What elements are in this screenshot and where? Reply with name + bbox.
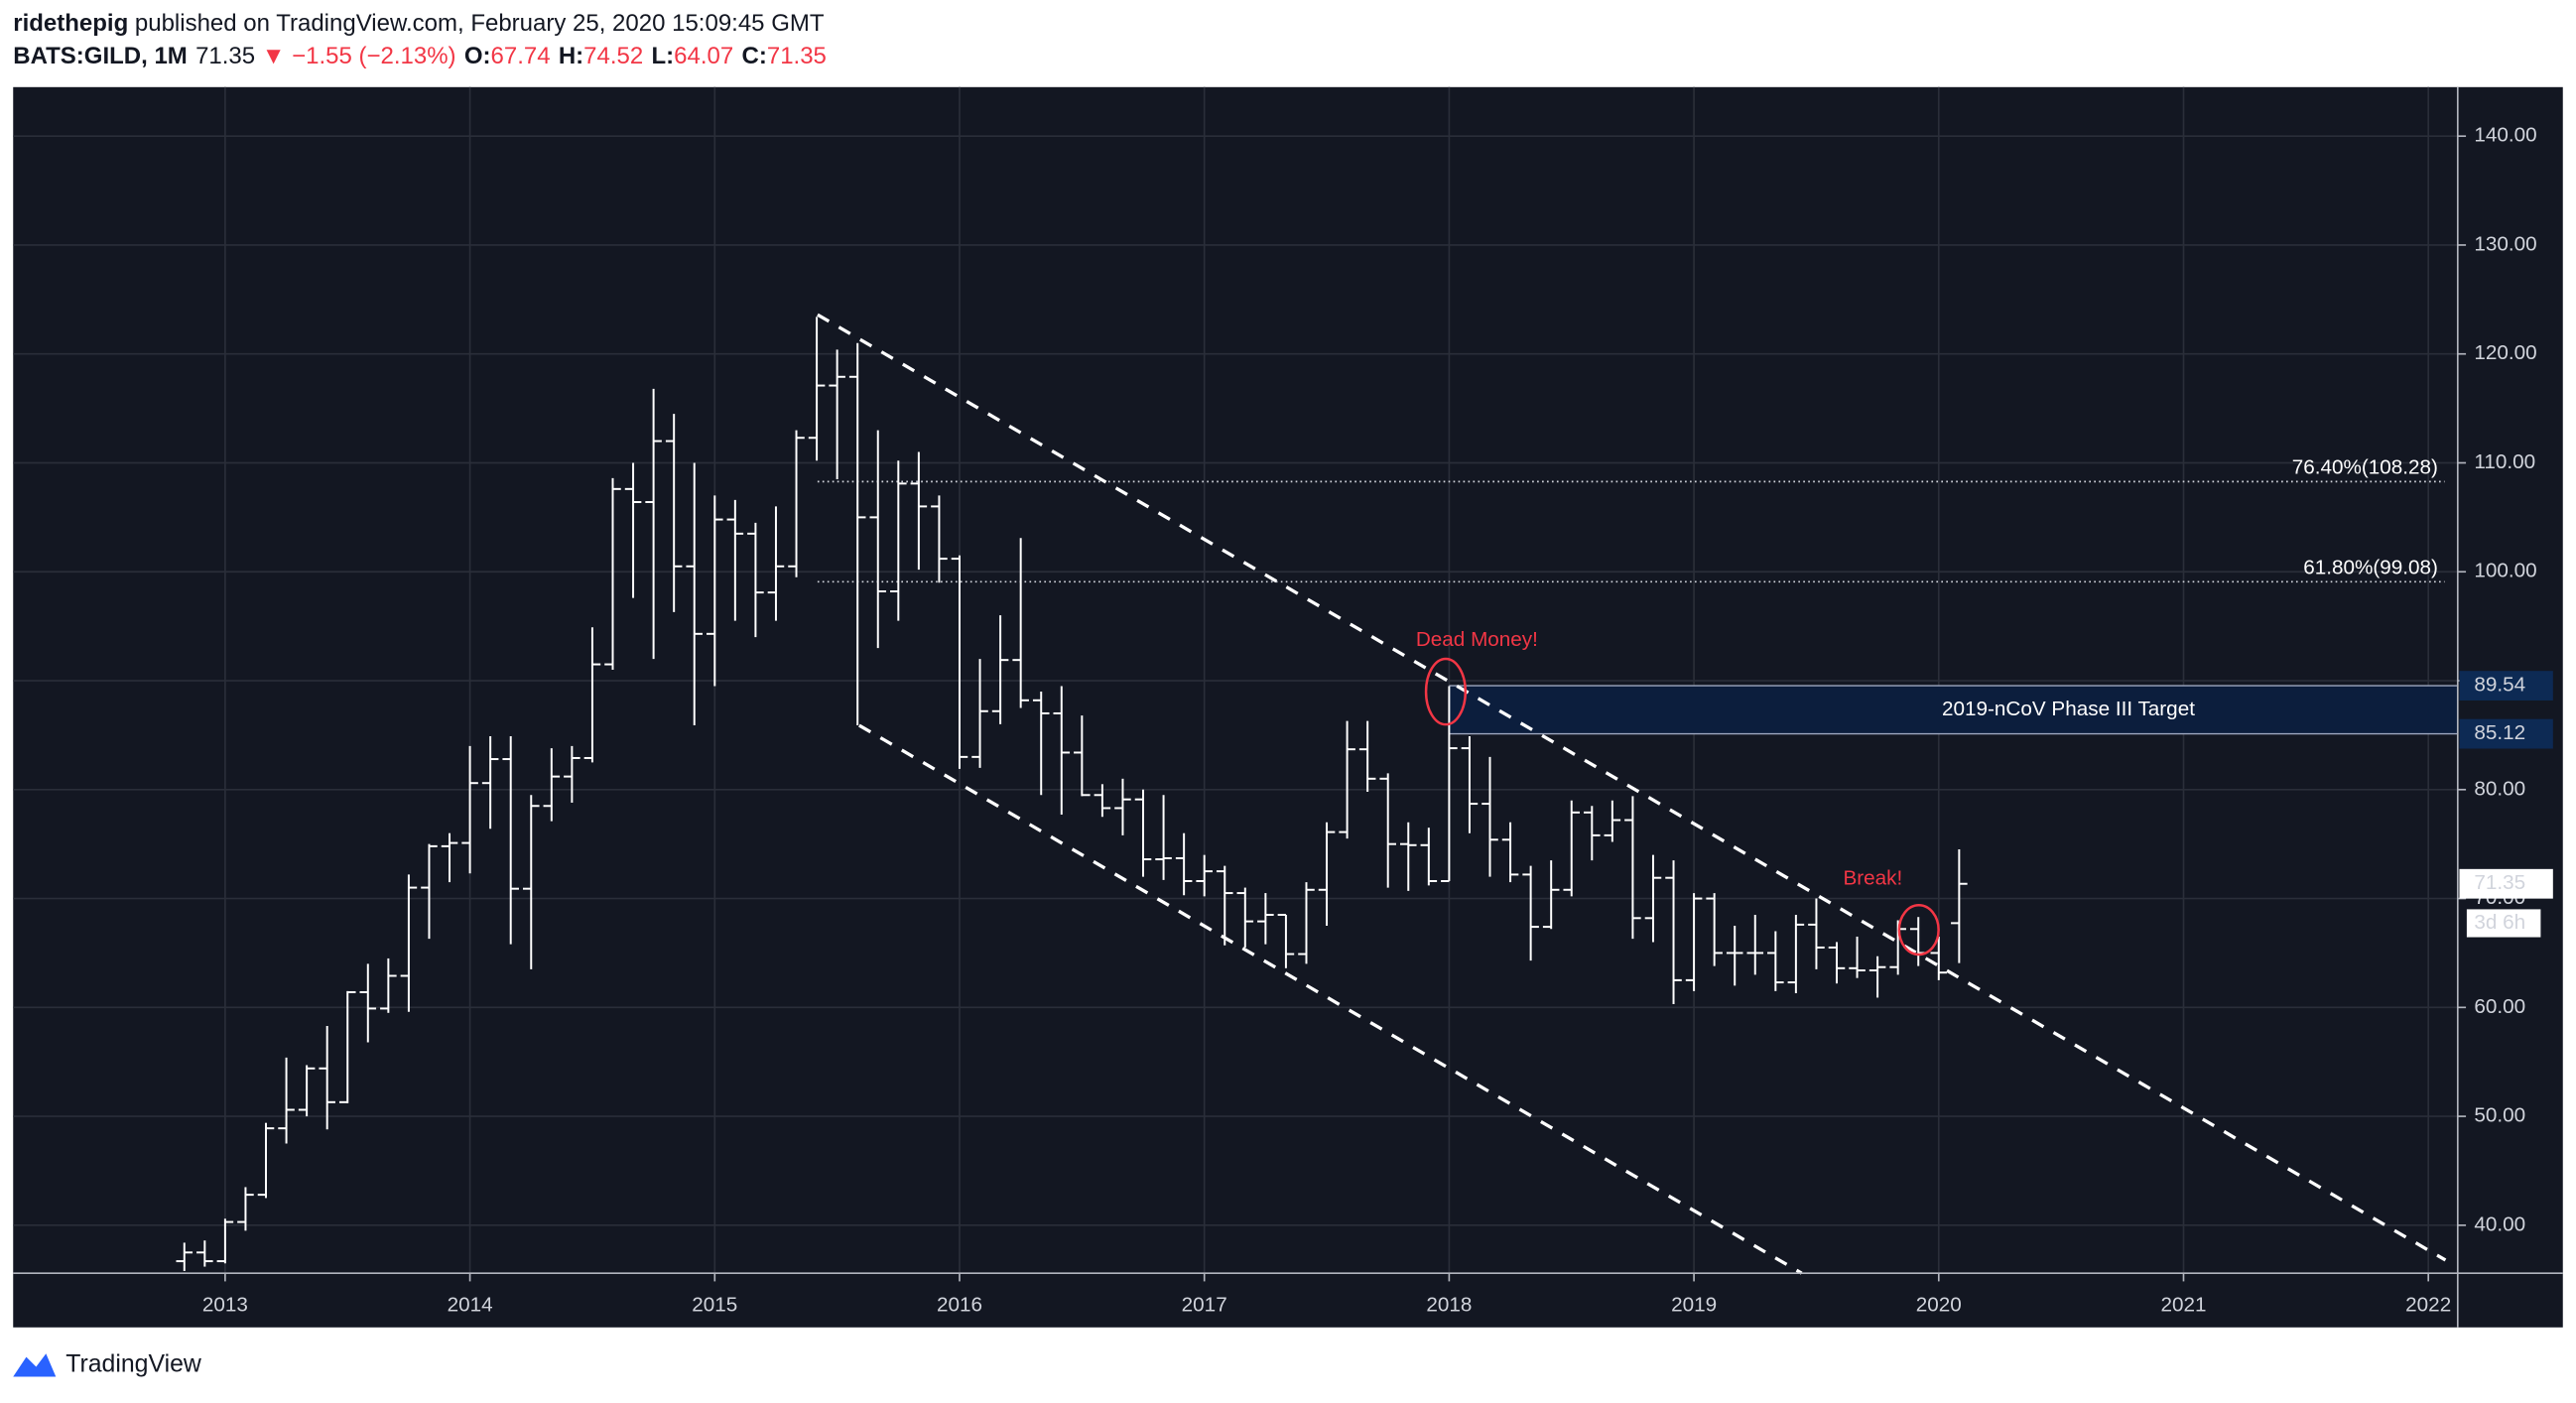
symbol: BATS:GILD, 1M bbox=[13, 43, 188, 69]
brand: TradingView bbox=[65, 1350, 201, 1377]
published: published on TradingView.com, February 2… bbox=[135, 10, 825, 37]
author: ridethepig bbox=[13, 10, 128, 37]
annotation-circle bbox=[1897, 904, 1940, 957]
x-tick-label: 2014 bbox=[448, 1294, 493, 1317]
grid bbox=[13, 86, 2458, 1274]
price-label: 89.54 bbox=[2474, 674, 2525, 697]
x-tick-label: 2015 bbox=[692, 1294, 737, 1317]
x-tick-label: 2021 bbox=[2160, 1294, 2206, 1317]
ohlc-value: 64.07 bbox=[674, 43, 733, 69]
y-tick-label: 60.00 bbox=[2474, 995, 2525, 1018]
down-arrow: ▼ bbox=[262, 43, 286, 69]
target-label: 2019-nCoV Phase III Target bbox=[1942, 698, 2195, 720]
price-label-box bbox=[2459, 718, 2553, 749]
x-tick-label: 2018 bbox=[1426, 1294, 1472, 1317]
axes: 40.0050.0060.0070.0080.0090.00100.00110.… bbox=[202, 124, 2553, 1317]
price-label-box bbox=[2459, 671, 2553, 701]
x-tick-label: 2019 bbox=[1671, 1294, 1717, 1317]
y-tick-label: 110.00 bbox=[2474, 450, 2535, 473]
y-tick-label: 40.00 bbox=[2474, 1212, 2525, 1235]
ohlc-value: 67.74 bbox=[491, 43, 551, 69]
change-percent: (−2.13%) bbox=[358, 43, 455, 69]
ohlc-label: O: bbox=[464, 43, 491, 69]
y-tick-label: 100.00 bbox=[2474, 560, 2536, 582]
x-tick-label: 2016 bbox=[937, 1294, 982, 1317]
ohlc-label: C: bbox=[742, 43, 767, 69]
annotation-circle bbox=[1424, 657, 1468, 726]
last-price-box bbox=[2459, 868, 2553, 899]
change: −1.55 bbox=[292, 43, 352, 69]
trendline bbox=[817, 313, 2447, 1262]
y-tick-label: 140.00 bbox=[2474, 124, 2536, 147]
target-zone bbox=[1449, 686, 2458, 734]
tradingview-logo: TradingView bbox=[13, 1350, 201, 1377]
y-tick-label: 120.00 bbox=[2474, 341, 2536, 364]
annotation: Dead Money! bbox=[1416, 628, 1538, 651]
last-price-label: 71.35 bbox=[2474, 871, 2525, 894]
price-label: 85.12 bbox=[2474, 721, 2525, 744]
logo-icon bbox=[13, 1353, 57, 1377]
last-price: 71.35 bbox=[195, 43, 255, 69]
y-tick-label: 130.00 bbox=[2474, 232, 2536, 255]
symbol-line: BATS:GILD, 1M 71.35 ▼ −1.55 (−2.13%) O:67.74 H… bbox=[13, 43, 827, 69]
y-tick-label: 80.00 bbox=[2474, 777, 2525, 800]
trendline bbox=[858, 723, 1803, 1275]
countdown: 3d 6h bbox=[2474, 911, 2525, 934]
ohlc-label: H: bbox=[559, 43, 583, 69]
ohlc-value: 71.35 bbox=[767, 43, 827, 69]
x-tick-label: 2022 bbox=[2405, 1294, 2451, 1317]
plot: 76.40%(108.28) 61.80%(99.08) 2019-nCoV Pha… bbox=[176, 313, 2458, 1275]
ohlc-label: L: bbox=[652, 43, 675, 69]
fib-label: 76.40%(108.28) bbox=[2292, 456, 2438, 479]
y-tick-label: 50.00 bbox=[2474, 1104, 2525, 1127]
countdown-box bbox=[2465, 907, 2543, 940]
x-tick-label: 2013 bbox=[202, 1294, 248, 1317]
ohlc-value: 74.52 bbox=[583, 43, 643, 69]
annotation: Break! bbox=[1843, 866, 1902, 889]
x-tick-label: 2020 bbox=[1916, 1294, 1962, 1317]
fib-label: 61.80%(99.08) bbox=[2303, 557, 2438, 579]
x-tick-label: 2017 bbox=[1182, 1294, 1227, 1317]
publish-line: ridethepig published on TradingView.com, … bbox=[13, 10, 825, 37]
